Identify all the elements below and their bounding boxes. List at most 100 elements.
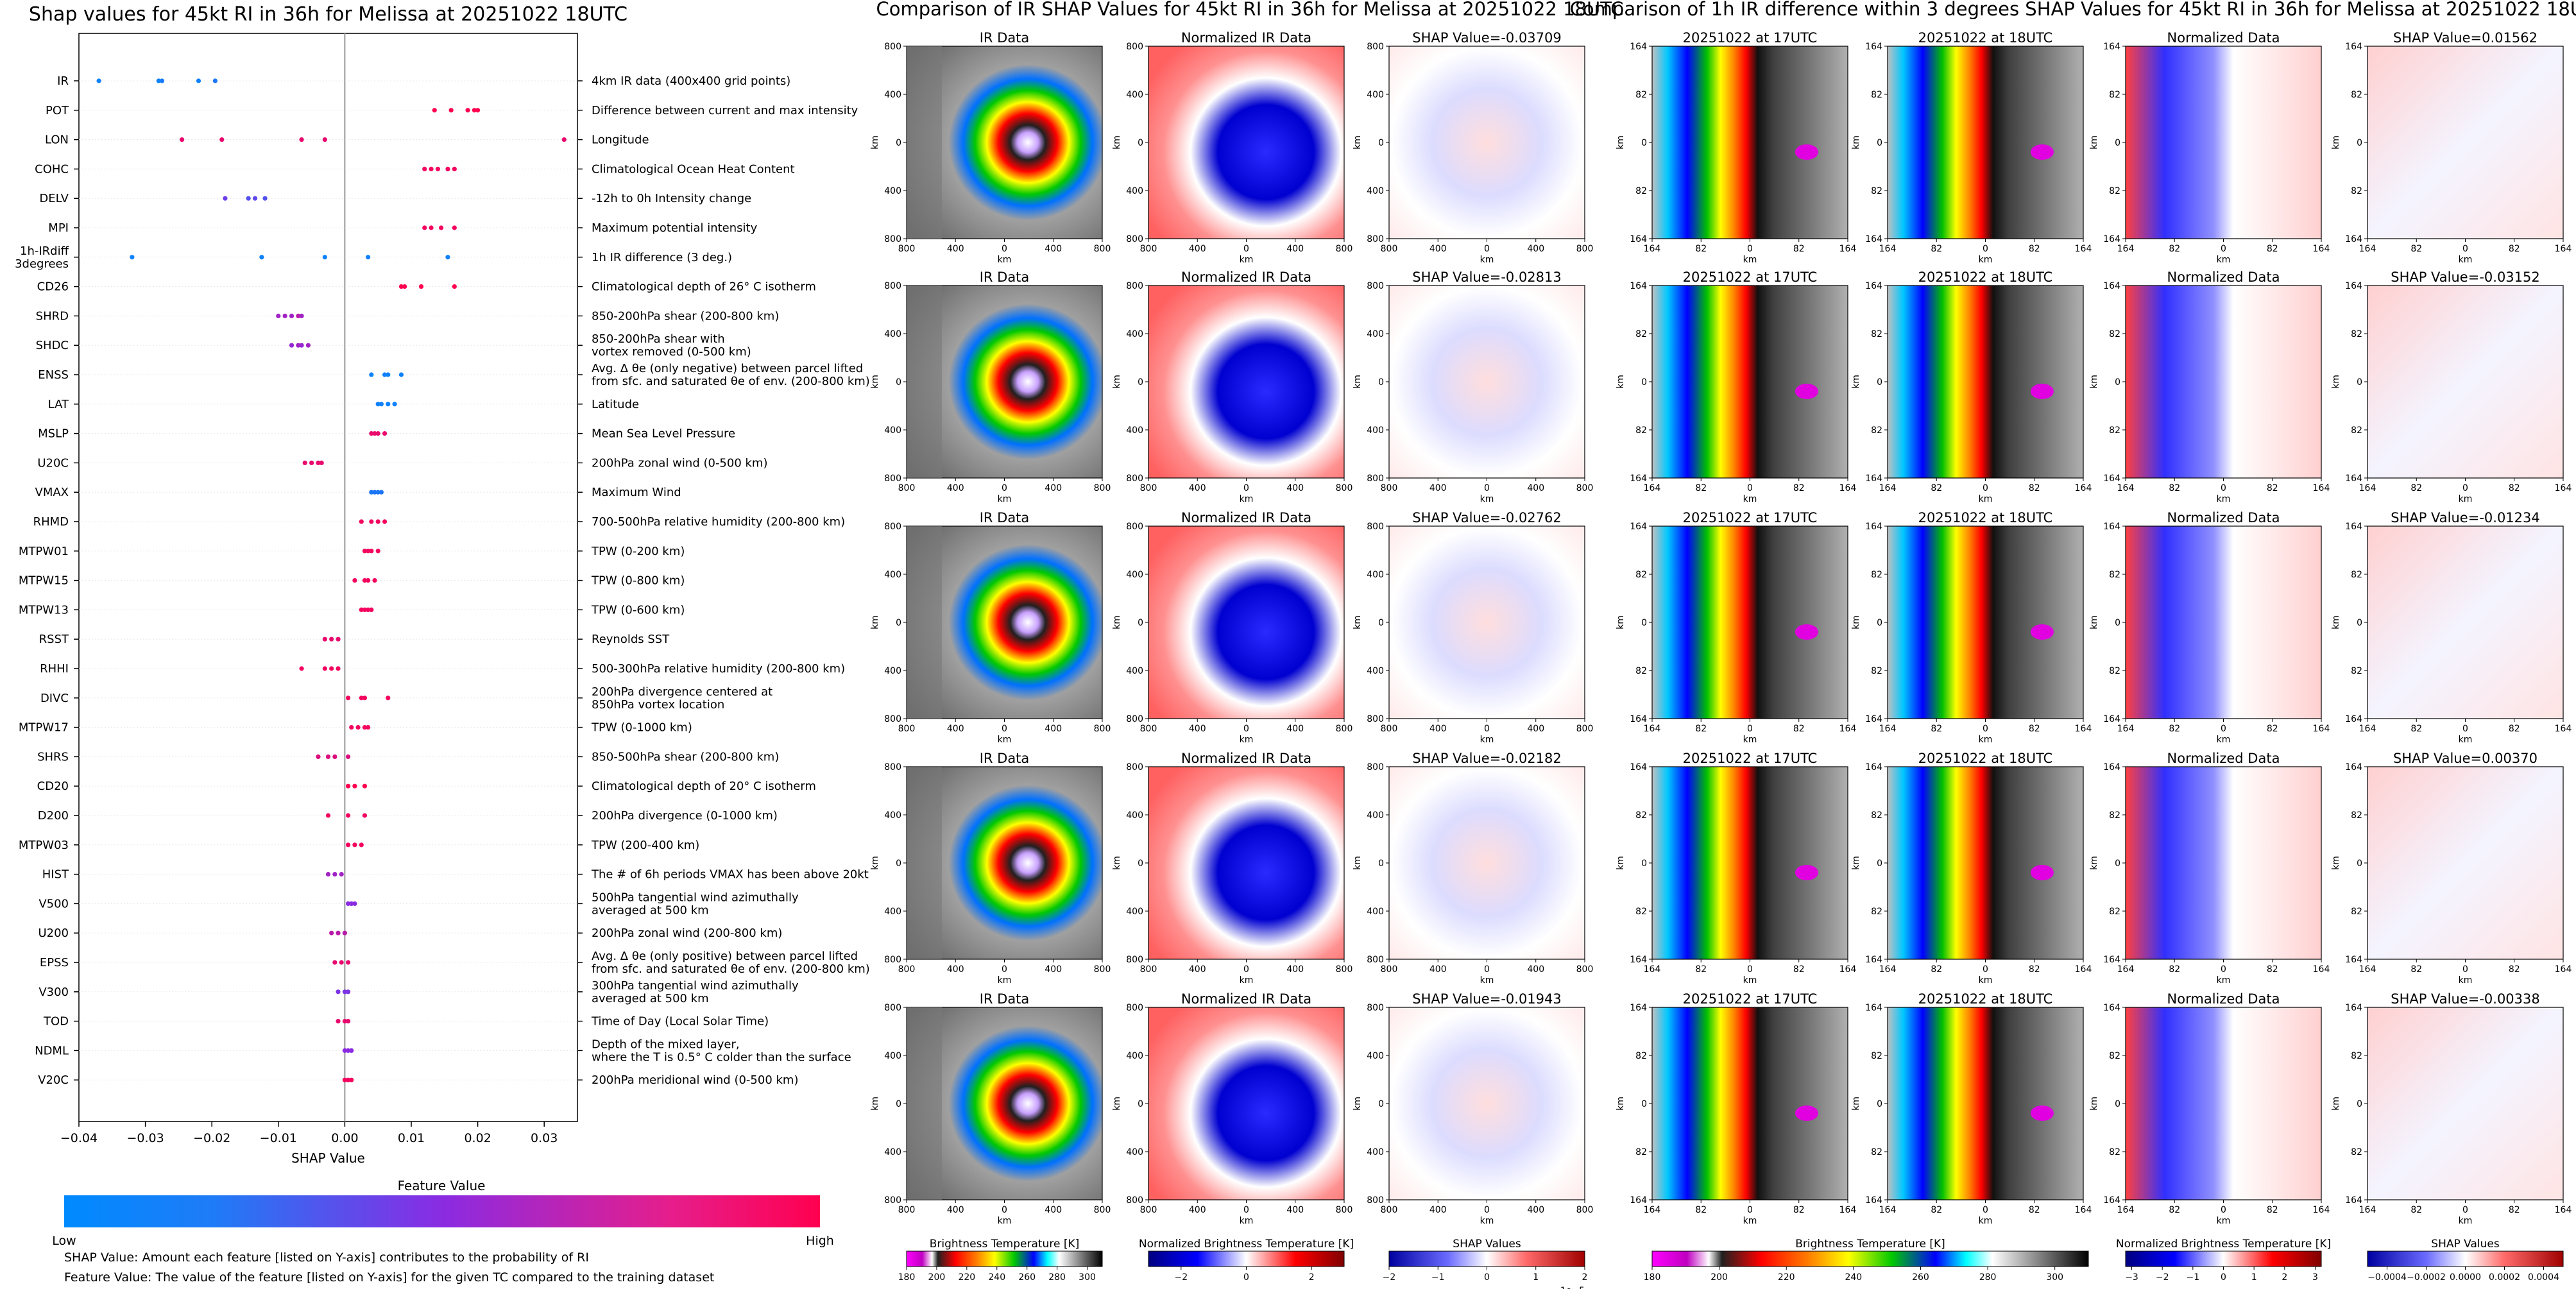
colorbar-tick-label: 2: [2282, 1272, 2287, 1283]
y-tick-label: 0: [1641, 1099, 1647, 1109]
colorbar-tick-label: 240: [988, 1272, 1005, 1283]
shap-point: [369, 519, 374, 524]
x-tick-label: 800: [1576, 964, 1594, 975]
shap-point: [336, 1019, 341, 1024]
shap-point: [329, 666, 334, 671]
y-axis-label: km: [1112, 375, 1122, 389]
y-tick-label: 164: [1865, 281, 1882, 291]
y-axis-label: km: [870, 856, 880, 870]
x-tick-label: 0.01: [398, 1131, 425, 1145]
feature-description-label: 850-500hPa shear (200-800 km): [592, 750, 779, 764]
y-tick-label: 800: [1126, 955, 1143, 965]
y-tick-label: 164: [2345, 474, 2362, 484]
y-axis-label: km: [870, 375, 880, 389]
shap-point: [252, 196, 258, 201]
shap-point: [386, 402, 391, 407]
y-tick-label: 82: [2351, 810, 2362, 821]
shap-point: [345, 901, 351, 906]
x-tick-label: 82: [1695, 483, 1707, 493]
x-tick-label: 82: [1793, 1205, 1805, 1215]
y-tick-label: 82: [2351, 425, 2362, 436]
magenta-cluster: [1795, 865, 1818, 880]
x-tick-label: 164: [2313, 724, 2330, 734]
ir-texture: [907, 286, 942, 478]
x-tick-label: 400: [1286, 964, 1304, 975]
panel-title: IR Data: [980, 991, 1030, 1007]
image-panel: [1651, 46, 1848, 239]
colorbar-tick-label: 0: [2221, 1272, 2226, 1283]
x-tick-label: 164: [1644, 724, 1661, 734]
shap-point: [369, 431, 374, 436]
shap-point: [379, 490, 384, 495]
y-tick-label: 164: [1865, 762, 1882, 773]
image-panel: [2125, 525, 2322, 719]
x-tick-label: 400: [1045, 964, 1062, 975]
x-tick-label: 400: [1527, 724, 1544, 734]
y-tick-label: 400: [1367, 186, 1384, 196]
y-tick-label: 164: [2103, 234, 2120, 244]
y-tick-label: 82: [2109, 907, 2120, 917]
y-axis-label: km: [870, 1097, 880, 1111]
y-tick-label: 164: [1630, 281, 1647, 291]
x-tick-label: 800: [1576, 244, 1594, 254]
ir-texture: [907, 526, 942, 719]
ir-texture: [907, 767, 942, 959]
shap-point: [296, 343, 301, 348]
shap-point: [336, 989, 341, 994]
colorbar-tick-label: 300: [2046, 1272, 2063, 1283]
shap-point: [392, 402, 397, 407]
shap-point: [352, 783, 357, 789]
y-tick-label: 400: [1367, 570, 1384, 580]
y-tick-label: 164: [2345, 1195, 2362, 1206]
panel-title: IR Data: [980, 269, 1030, 285]
y-tick-label: 82: [1871, 907, 1882, 917]
x-tick-label: 0: [2221, 724, 2226, 734]
x-tick-label: 0.02: [464, 1131, 491, 1145]
shap-point: [345, 754, 351, 759]
colorbar-tick-label: 260: [1912, 1272, 1929, 1283]
y-axis-label: km: [1352, 615, 1363, 629]
feature-name-label: POT: [46, 104, 69, 117]
y-axis-label: km: [2089, 1097, 2099, 1111]
shap-point: [322, 255, 327, 260]
shap-point: [359, 519, 364, 524]
shap-point: [422, 166, 427, 171]
image-panel: [2125, 1007, 2322, 1200]
colorbar-tick-label: −3: [2125, 1272, 2138, 1283]
image-panel: [1148, 285, 1345, 479]
y-tick-label: 800: [1367, 762, 1384, 773]
x-tick-label: 400: [1045, 724, 1062, 734]
panel-title: Normalized Data: [2167, 30, 2280, 46]
panel-title: 20251022 at 17UTC: [1683, 269, 1818, 285]
shap-point: [289, 343, 294, 348]
y-tick-label: 82: [1871, 425, 1882, 436]
shap-point: [322, 137, 327, 142]
colorbar-tick-label: 220: [1778, 1272, 1795, 1283]
image-panel: [1388, 46, 1585, 239]
panel-title: SHAP Value=-0.01234: [2391, 510, 2540, 525]
colorbar-tick-label: 280: [1979, 1272, 1997, 1283]
x-tick-label: 164: [2313, 1205, 2330, 1215]
x-tick-label: 0: [2221, 483, 2226, 493]
x-axis-label: km: [2217, 975, 2231, 986]
x-axis-label: km: [998, 255, 1012, 265]
y-tick-label: 400: [884, 425, 901, 436]
feature-name-label: MPI: [48, 221, 69, 235]
x-tick-label: 800: [1576, 483, 1594, 493]
y-tick-label: 164: [1865, 42, 1882, 52]
x-tick-label: −0.01: [260, 1131, 297, 1145]
panel-title: SHAP Value=-0.03709: [1412, 30, 1562, 46]
y-axis-label: km: [1851, 1097, 1861, 1111]
feature-description-label: 200hPa zonal wind (0-500 km): [592, 456, 768, 470]
x-tick-label: 400: [1286, 724, 1304, 734]
x-tick-label: 164: [2075, 483, 2092, 493]
image-panel: [1887, 525, 2084, 719]
x-tick-label: 800: [1094, 1205, 1111, 1215]
y-axis-label: km: [1616, 135, 1626, 149]
ir-section-title: Comparison of IR SHAP Values for 45kt RI…: [876, 0, 1624, 20]
shap-point: [342, 1019, 348, 1024]
x-tick-label: 0: [1002, 724, 1007, 734]
x-tick-label: 0: [1002, 1205, 1007, 1215]
colorbar-tick-label: 180: [898, 1272, 916, 1283]
panel-title: 20251022 at 18UTC: [1918, 991, 2053, 1007]
